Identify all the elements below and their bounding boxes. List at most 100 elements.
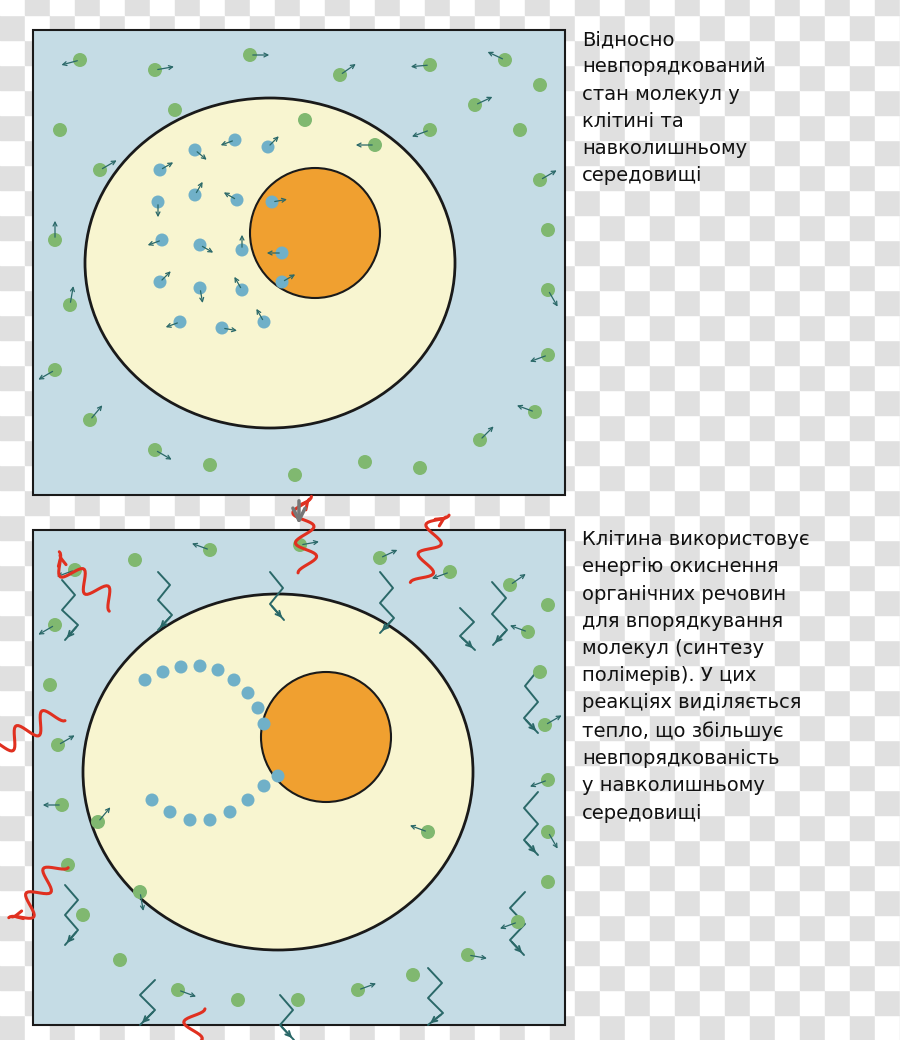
Bar (100, 515, 125, 540)
Bar (0, 940, 25, 965)
Bar (200, 64, 225, 90)
Circle shape (133, 885, 147, 899)
Bar (350, 265, 375, 290)
Bar (875, 890, 900, 915)
Bar (575, 290, 600, 315)
Bar (700, 640, 725, 665)
Bar (225, 315, 250, 340)
Bar (425, 590, 450, 615)
Bar (600, 1015, 625, 1040)
Bar (850, 815, 875, 840)
Bar (375, 165, 400, 190)
Bar (575, 140, 600, 165)
Bar (300, 515, 325, 540)
Bar (325, 340, 350, 365)
Bar (675, 64, 700, 90)
Bar (100, 640, 125, 665)
Bar (375, 815, 400, 840)
Bar (600, 990, 625, 1015)
Bar (275, 665, 300, 690)
Bar (375, 0, 400, 15)
Bar (125, 115, 150, 140)
Bar (775, 515, 800, 540)
Circle shape (373, 551, 387, 565)
Bar (0, 140, 25, 165)
Bar (500, 390, 525, 415)
Bar (650, 415, 675, 440)
Bar (675, 390, 700, 415)
Bar (75, 215, 100, 240)
Bar (875, 840, 900, 865)
Bar (675, 765, 700, 790)
Bar (425, 365, 450, 390)
Bar (25, 115, 50, 140)
Bar (225, 90, 250, 115)
Bar (275, 15, 300, 40)
Bar (575, 965, 600, 990)
Bar (25, 40, 50, 64)
Circle shape (113, 953, 127, 967)
Bar (650, 465, 675, 490)
Bar (600, 415, 625, 440)
Bar (550, 215, 575, 240)
Bar (475, 90, 500, 115)
Bar (550, 415, 575, 440)
Bar (675, 665, 700, 690)
Bar (625, 565, 650, 590)
Bar (450, 615, 475, 640)
Bar (0, 990, 25, 1015)
Bar (200, 665, 225, 690)
Bar (150, 440, 175, 465)
Bar (250, 490, 275, 515)
Bar (400, 440, 425, 465)
Bar (250, 740, 275, 765)
Bar (50, 265, 75, 290)
Bar (100, 716, 125, 740)
Bar (625, 64, 650, 90)
Bar (475, 840, 500, 865)
Circle shape (333, 68, 347, 82)
Bar (650, 965, 675, 990)
Bar (875, 40, 900, 64)
Ellipse shape (85, 98, 455, 428)
Bar (450, 440, 475, 465)
Bar (0, 515, 25, 540)
Circle shape (461, 948, 475, 962)
Bar (525, 315, 550, 340)
Bar (275, 115, 300, 140)
Bar (475, 415, 500, 440)
Bar (125, 515, 150, 540)
Bar (500, 340, 525, 365)
Circle shape (154, 163, 166, 177)
Bar (750, 340, 775, 365)
Bar (850, 290, 875, 315)
Bar (300, 640, 325, 665)
Bar (50, 565, 75, 590)
Bar (250, 665, 275, 690)
Bar (175, 240, 200, 265)
Bar (200, 740, 225, 765)
Bar (825, 615, 850, 640)
Bar (25, 190, 50, 215)
Bar (725, 915, 750, 940)
Bar (400, 340, 425, 365)
Bar (250, 790, 275, 815)
Bar (200, 440, 225, 465)
Bar (250, 890, 275, 915)
Bar (150, 665, 175, 690)
Bar (400, 640, 425, 665)
Bar (400, 265, 425, 290)
Circle shape (241, 686, 255, 700)
Bar (550, 990, 575, 1015)
Circle shape (188, 188, 202, 202)
Circle shape (541, 598, 555, 612)
Bar (100, 64, 125, 90)
Bar (150, 840, 175, 865)
Bar (575, 15, 600, 40)
Bar (775, 415, 800, 440)
Bar (375, 590, 400, 615)
Bar (325, 415, 350, 440)
Bar (25, 665, 50, 690)
Circle shape (83, 413, 97, 427)
Bar (250, 15, 275, 40)
